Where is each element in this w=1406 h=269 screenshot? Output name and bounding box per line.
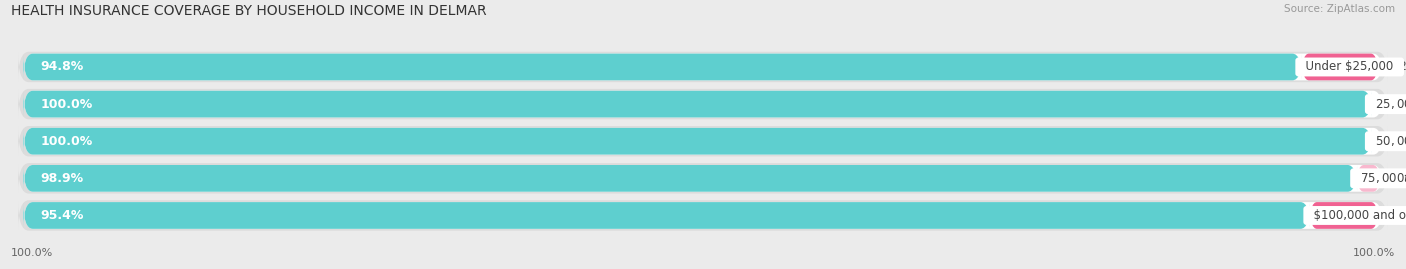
Text: 5.2%: 5.2% (1386, 61, 1406, 73)
FancyBboxPatch shape (24, 54, 1302, 80)
Text: 100.0%: 100.0% (11, 248, 53, 258)
FancyBboxPatch shape (24, 202, 1310, 229)
Text: 94.8%: 94.8% (41, 61, 84, 73)
Text: 4.6%: 4.6% (1386, 209, 1406, 222)
Text: HEALTH INSURANCE COVERAGE BY HOUSEHOLD INCOME IN DELMAR: HEALTH INSURANCE COVERAGE BY HOUSEHOLD I… (11, 4, 486, 18)
FancyBboxPatch shape (1310, 202, 1378, 229)
FancyBboxPatch shape (24, 91, 1382, 118)
FancyBboxPatch shape (24, 91, 1372, 118)
FancyBboxPatch shape (24, 128, 1372, 155)
Text: 100.0%: 100.0% (1353, 248, 1395, 258)
Text: 98.9%: 98.9% (41, 172, 84, 185)
Text: $50,000 to $74,999: $50,000 to $74,999 (1368, 134, 1406, 148)
Text: 100.0%: 100.0% (41, 98, 93, 111)
FancyBboxPatch shape (24, 128, 1382, 155)
FancyBboxPatch shape (24, 202, 1382, 229)
FancyBboxPatch shape (18, 200, 1388, 231)
FancyBboxPatch shape (18, 52, 1388, 82)
Text: $100,000 and over: $100,000 and over (1306, 209, 1406, 222)
FancyBboxPatch shape (18, 126, 1388, 157)
Text: $25,000 to $49,999: $25,000 to $49,999 (1368, 97, 1406, 111)
FancyBboxPatch shape (1302, 54, 1378, 80)
Text: 95.4%: 95.4% (41, 209, 84, 222)
Text: $75,000 to $99,999: $75,000 to $99,999 (1353, 171, 1406, 185)
Text: 1.2%: 1.2% (1389, 172, 1406, 185)
FancyBboxPatch shape (24, 54, 1382, 80)
FancyBboxPatch shape (18, 89, 1388, 119)
FancyBboxPatch shape (1357, 165, 1379, 192)
Text: Under $25,000: Under $25,000 (1298, 61, 1400, 73)
FancyBboxPatch shape (18, 163, 1388, 194)
Text: Source: ZipAtlas.com: Source: ZipAtlas.com (1284, 4, 1395, 14)
FancyBboxPatch shape (24, 165, 1382, 192)
FancyBboxPatch shape (24, 165, 1357, 192)
Text: 100.0%: 100.0% (41, 135, 93, 148)
